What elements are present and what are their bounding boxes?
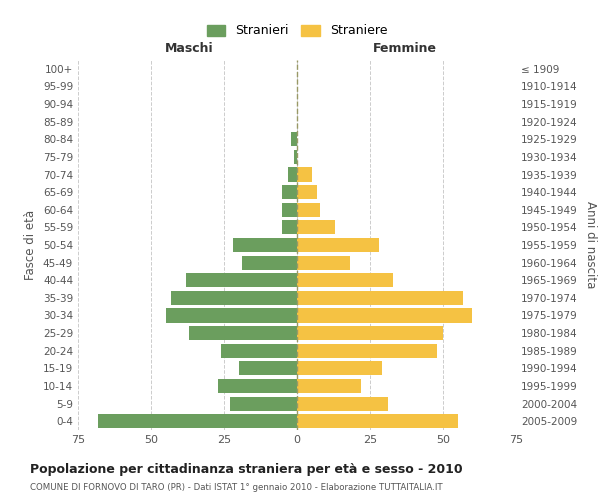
Bar — [242, 256, 297, 270]
Bar — [172, 291, 297, 305]
Bar — [98, 414, 297, 428]
Bar — [283, 185, 297, 199]
Bar — [297, 256, 350, 270]
Bar — [189, 326, 297, 340]
Bar — [291, 132, 297, 146]
Bar — [297, 273, 394, 287]
Bar — [233, 238, 297, 252]
Text: Femmine: Femmine — [373, 42, 437, 54]
Text: Popolazione per cittadinanza straniera per età e sesso - 2010: Popolazione per cittadinanza straniera p… — [30, 462, 463, 475]
Bar — [297, 202, 320, 217]
Bar — [297, 185, 317, 199]
Legend: Stranieri, Straniere: Stranieri, Straniere — [200, 18, 394, 44]
Bar — [297, 414, 458, 428]
Bar — [297, 238, 379, 252]
Bar — [297, 308, 472, 322]
Bar — [221, 344, 297, 358]
Bar — [218, 379, 297, 393]
Bar — [297, 379, 361, 393]
Bar — [297, 220, 335, 234]
Bar — [297, 344, 437, 358]
Bar — [297, 396, 388, 410]
Bar — [297, 168, 311, 181]
Y-axis label: Fasce di età: Fasce di età — [25, 210, 37, 280]
Bar — [230, 396, 297, 410]
Bar — [186, 273, 297, 287]
Text: COMUNE DI FORNOVO DI TARO (PR) - Dati ISTAT 1° gennaio 2010 - Elaborazione TUTTA: COMUNE DI FORNOVO DI TARO (PR) - Dati IS… — [30, 482, 443, 492]
Bar — [166, 308, 297, 322]
Bar — [297, 326, 443, 340]
Text: Maschi: Maschi — [164, 42, 213, 54]
Bar — [283, 202, 297, 217]
Bar — [294, 150, 297, 164]
Bar — [239, 362, 297, 376]
Bar — [297, 362, 382, 376]
Y-axis label: Anni di nascita: Anni di nascita — [584, 202, 597, 288]
Bar — [283, 220, 297, 234]
Bar — [288, 168, 297, 181]
Bar — [297, 291, 463, 305]
